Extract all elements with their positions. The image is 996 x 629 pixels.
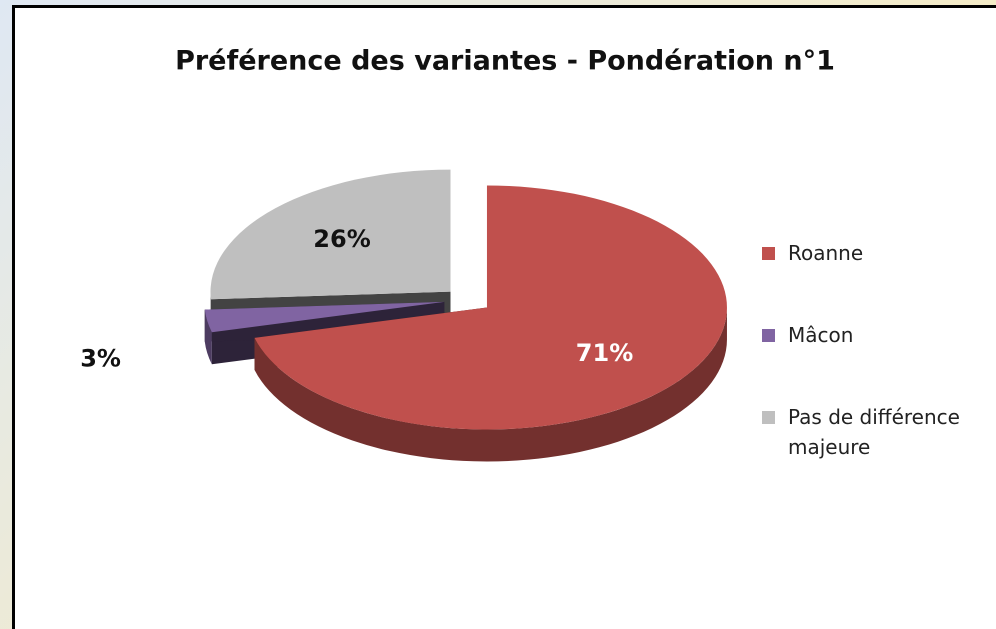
pie-slice — [210, 169, 451, 300]
data-label: 26% — [313, 225, 370, 253]
legend-item: Mâcon — [760, 320, 996, 350]
pie-slice — [204, 301, 445, 333]
legend-item: Roanne — [760, 238, 996, 268]
data-label: 71% — [576, 339, 633, 367]
chart-title: Préférence des variantes - Pondération n… — [175, 46, 835, 77]
legend-label: Roanne — [788, 241, 864, 265]
slice-wall — [204, 309, 212, 365]
data-label: 3% — [80, 345, 121, 373]
legend-label: Pas de différence majeure — [788, 405, 960, 459]
pie-slice — [254, 185, 727, 430]
legend: Roanne Mâcon Pas de différence majeure — [760, 238, 996, 514]
legend-item: Pas de différence majeure — [760, 402, 996, 462]
legend-label: Mâcon — [788, 323, 854, 347]
slice-wall — [254, 307, 727, 462]
legend-swatch — [762, 329, 775, 342]
slice — [254, 185, 727, 462]
legend-swatch — [762, 411, 775, 424]
legend-swatch — [762, 247, 775, 260]
